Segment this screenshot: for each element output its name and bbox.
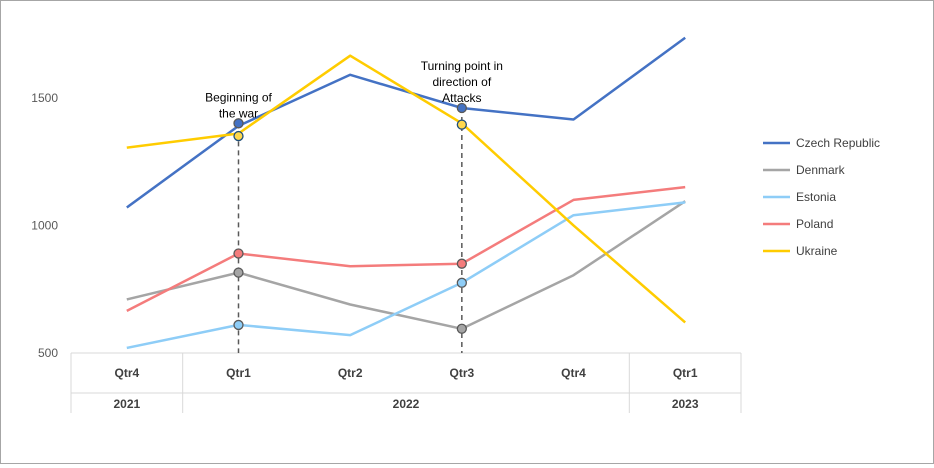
annotation-lines: [237, 108, 463, 353]
axis-layer: 500 1000 1500 Qtr4 Qtr1 Qtr2 Qtr3 Qtr4 Qtr1 2021 2…: [31, 91, 742, 413]
marker-estonia: [456, 277, 467, 288]
x-tick-label: Qtr4: [561, 366, 586, 380]
series-line-ukraine: [126, 54, 687, 324]
x-tick-label: Qtr1: [673, 366, 698, 380]
annotation-text: Beginning of: [205, 90, 272, 104]
x-tick-label: Qtr2: [338, 366, 363, 380]
legend-label-ukraine: Ukraine: [796, 244, 838, 258]
legend-label-czech-republic: Czech Republic: [796, 136, 880, 150]
x-group-label: 2021: [113, 397, 140, 411]
marker-czech-republic: [233, 118, 244, 129]
marker-ukraine: [456, 119, 467, 130]
series-line-czech-republic: [126, 36, 686, 209]
x-tick-label: Qtr1: [226, 366, 251, 380]
x-tick-label: Qtr4: [114, 366, 139, 380]
annotation-text: Turning point in: [421, 59, 503, 73]
marker-estonia: [233, 319, 244, 331]
y-tick-label: 1500: [31, 91, 58, 105]
x-group-label: 2023: [672, 397, 699, 411]
x-group-label: 2022: [393, 397, 420, 411]
marker-czech-republic: [456, 102, 467, 114]
y-tick-label: 1000: [31, 218, 58, 232]
series-line-denmark: [126, 200, 686, 331]
marker-denmark: [233, 267, 244, 278]
annotation-text: Attacks: [442, 91, 481, 105]
legend: Czech Republic Denmark Estonia Poland Ukrain…: [763, 136, 880, 258]
legend-label-denmark: Denmark: [796, 163, 846, 177]
marker-denmark: [456, 323, 467, 334]
legend-label-poland: Poland: [796, 217, 833, 231]
annotation-labels: Beginning of the war Turning point in direc…: [205, 59, 503, 120]
y-tick-label: 500: [38, 346, 58, 360]
series-line-poland: [126, 185, 686, 313]
marker-poland: [233, 248, 244, 259]
series-line-estonia: [126, 201, 686, 350]
legend-label-estonia: Estonia: [796, 190, 836, 204]
marker-poland: [456, 258, 467, 269]
marker-ukraine: [233, 130, 244, 142]
x-tick-label: Qtr3: [449, 366, 474, 380]
annotation-text: direction of: [432, 75, 491, 89]
annotation-markers: [233, 102, 467, 334]
annotation-text: the war: [219, 106, 258, 120]
series-layer: [126, 36, 687, 350]
